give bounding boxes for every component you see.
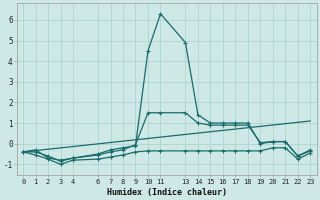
- X-axis label: Humidex (Indice chaleur): Humidex (Indice chaleur): [107, 188, 227, 197]
